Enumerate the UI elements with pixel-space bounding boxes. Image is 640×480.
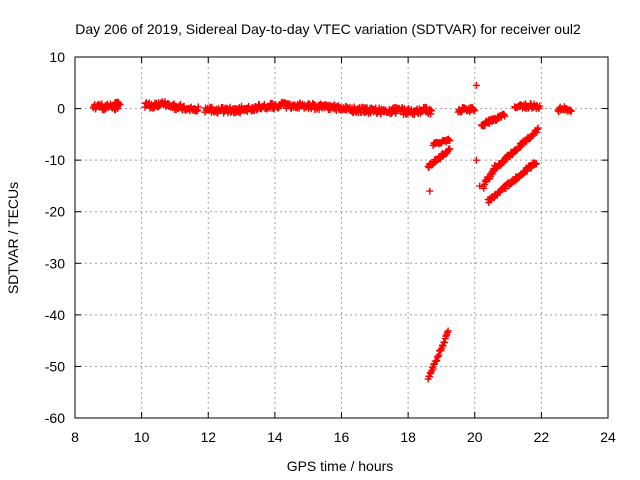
data-point xyxy=(194,107,202,115)
data-point xyxy=(443,328,451,336)
data-point xyxy=(194,103,202,111)
data-point xyxy=(427,110,435,118)
x-tick-label: 22 xyxy=(534,429,550,445)
y-tick-label: -10 xyxy=(45,152,65,168)
data-point xyxy=(501,112,509,120)
y-axis-ticks: 10 0 -10 -20 -30 -40 -50 -60 xyxy=(45,49,608,426)
data-point xyxy=(442,332,450,340)
data-point xyxy=(444,146,452,154)
data-point xyxy=(439,342,447,350)
x-tick-label: 20 xyxy=(467,429,483,445)
x-tick-label: 14 xyxy=(267,429,283,445)
x-tick-label: 24 xyxy=(600,429,616,445)
data-point xyxy=(426,373,434,381)
y-tick-label: 10 xyxy=(49,49,65,65)
data-point xyxy=(472,81,480,89)
data-point xyxy=(432,357,440,365)
data-point xyxy=(446,145,454,153)
data-point xyxy=(446,136,454,144)
data-point xyxy=(536,102,544,110)
data-point xyxy=(469,105,477,113)
data-point xyxy=(441,339,449,347)
data-point xyxy=(502,185,510,193)
data-point xyxy=(429,365,437,373)
y-tick-label: 0 xyxy=(57,101,65,117)
data-point xyxy=(433,357,441,365)
x-tick-label: 12 xyxy=(200,429,216,445)
data-point xyxy=(567,107,575,115)
data-point xyxy=(434,353,442,361)
data-point xyxy=(566,106,574,114)
data-point xyxy=(435,351,443,359)
x-tick-label: 18 xyxy=(400,429,416,445)
x-axis-ticks: 8 10 12 14 16 18 20 22 24 xyxy=(71,57,616,445)
y-tick-label: -50 xyxy=(45,358,65,374)
data-point xyxy=(517,101,525,109)
x-tick-label: 8 xyxy=(71,429,79,445)
data-point xyxy=(480,184,488,192)
data-point xyxy=(476,182,484,190)
data-point xyxy=(426,187,434,195)
data-point xyxy=(392,109,400,117)
data-point xyxy=(533,128,541,136)
grid xyxy=(75,57,608,418)
data-point xyxy=(422,103,430,111)
data-point xyxy=(472,156,480,164)
data-point xyxy=(532,160,540,168)
data-point xyxy=(508,151,516,159)
x-tick-label: 10 xyxy=(134,429,150,445)
data-point xyxy=(426,105,434,113)
data-point xyxy=(116,100,124,108)
data-point xyxy=(443,149,451,157)
y-tick-label: -30 xyxy=(45,255,65,271)
data-point xyxy=(500,111,508,119)
data-point xyxy=(534,124,542,132)
data-point xyxy=(444,135,452,143)
data-point xyxy=(471,106,479,114)
data-point xyxy=(501,157,509,165)
chart-title: Day 206 of 2019, Sidereal Day-to-day VTE… xyxy=(75,21,581,37)
data-point xyxy=(444,327,452,335)
y-axis-label: SDTVAR / TECUs xyxy=(5,182,21,294)
data-point xyxy=(115,99,123,107)
data-point xyxy=(192,107,200,115)
data-points xyxy=(89,81,575,383)
data-point xyxy=(101,105,109,113)
y-tick-label: -20 xyxy=(45,204,65,220)
x-axis-label: GPS time / hours xyxy=(287,458,394,474)
y-tick-label: -40 xyxy=(45,307,65,323)
data-point xyxy=(427,107,435,115)
data-point xyxy=(533,125,541,133)
y-tick-label: -60 xyxy=(45,410,65,426)
x-tick-label: 16 xyxy=(334,429,350,445)
